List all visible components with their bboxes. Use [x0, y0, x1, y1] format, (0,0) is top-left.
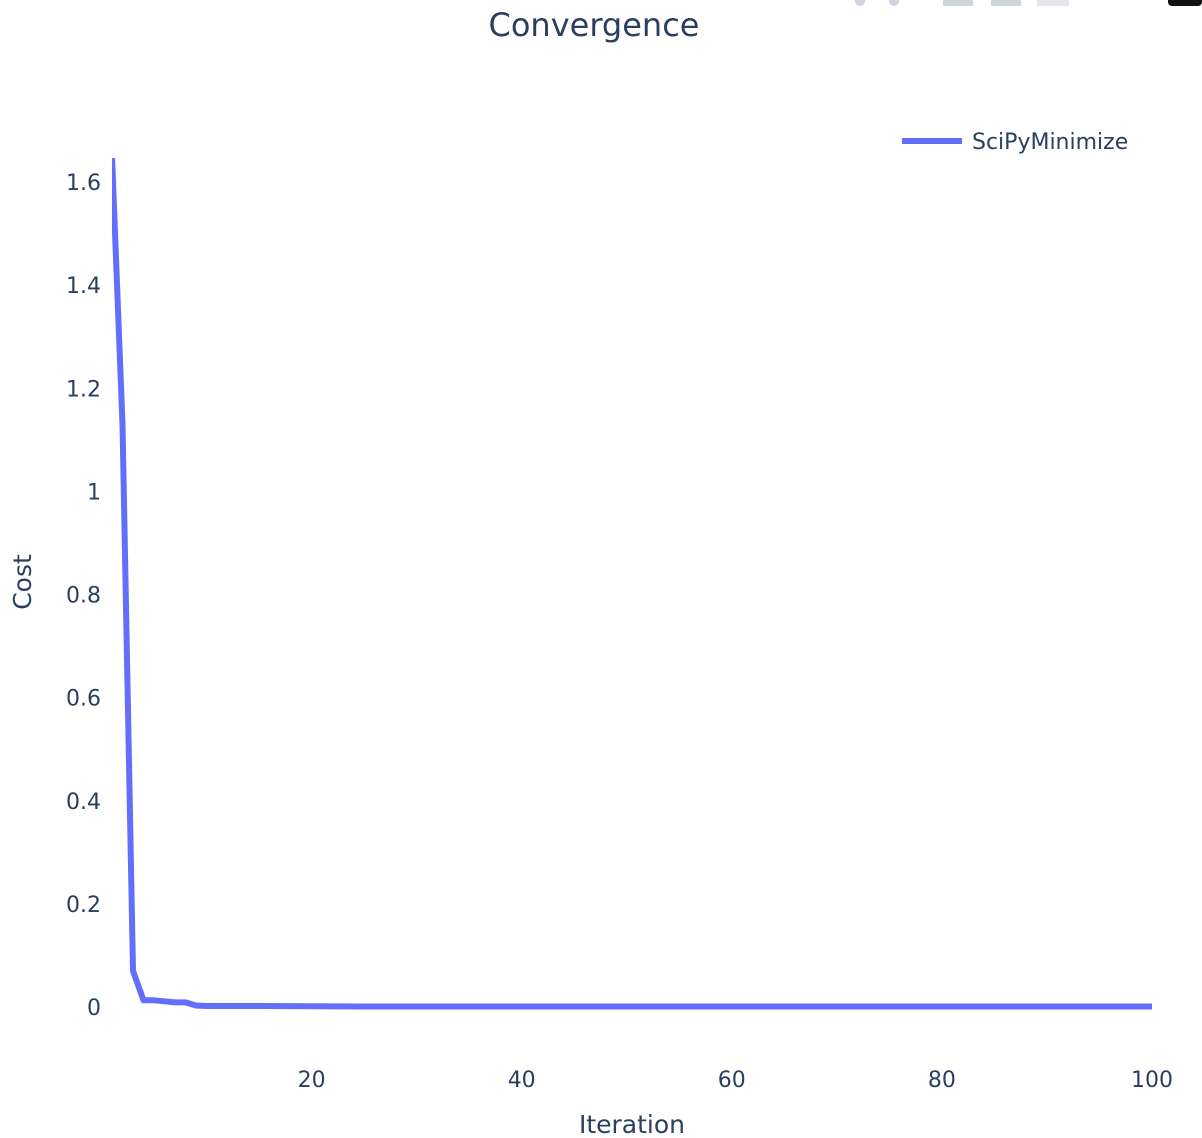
- series-line-scipyminimize[interactable]: [112, 156, 1152, 1010]
- y-tick-label: 0.6: [66, 687, 101, 712]
- chart-modebar: [845, 0, 1202, 6]
- x-axis-label: Iteration: [579, 1110, 685, 1138]
- y-tick-label: 1.6: [66, 171, 101, 196]
- y-tick-label: 1.4: [66, 274, 101, 299]
- x-tick-label: 100: [1131, 1068, 1173, 1093]
- legend[interactable]: SciPyMinimize: [902, 130, 1128, 155]
- y-tick-label: 0.4: [66, 790, 101, 815]
- y-tick-label: 1.2: [66, 377, 101, 402]
- x-tick-label: 20: [298, 1068, 326, 1093]
- y-axis-label: Cost: [8, 554, 37, 610]
- zoom-out-icon[interactable]: [991, 0, 1021, 6]
- y-tick-label: 0.2: [66, 893, 101, 918]
- x-tick-label: 40: [508, 1068, 536, 1093]
- x-axis-ticks: 20 40 60 80 100: [298, 1068, 1173, 1093]
- x-tick-label: 80: [928, 1068, 956, 1093]
- y-axis-ticks: 0 0.2 0.4 0.6 0.8 1 1.2 1.4 1.6: [66, 171, 101, 1021]
- y-tick-label: 1: [87, 480, 101, 505]
- y-tick-label: 0.8: [66, 584, 101, 609]
- autoscale-icon[interactable]: [1037, 0, 1069, 6]
- legend-label: SciPyMinimize: [972, 130, 1128, 155]
- plot-area: [112, 156, 1152, 1010]
- camera-icon[interactable]: [855, 0, 865, 6]
- plotly-logo-icon[interactable]: [1168, 0, 1202, 6]
- zoom-in-icon[interactable]: [943, 0, 973, 6]
- x-tick-label: 60: [718, 1068, 746, 1093]
- chart-title: Convergence: [489, 6, 700, 44]
- y-tick-label: 0: [87, 996, 101, 1021]
- zoom-icon[interactable]: [889, 0, 899, 6]
